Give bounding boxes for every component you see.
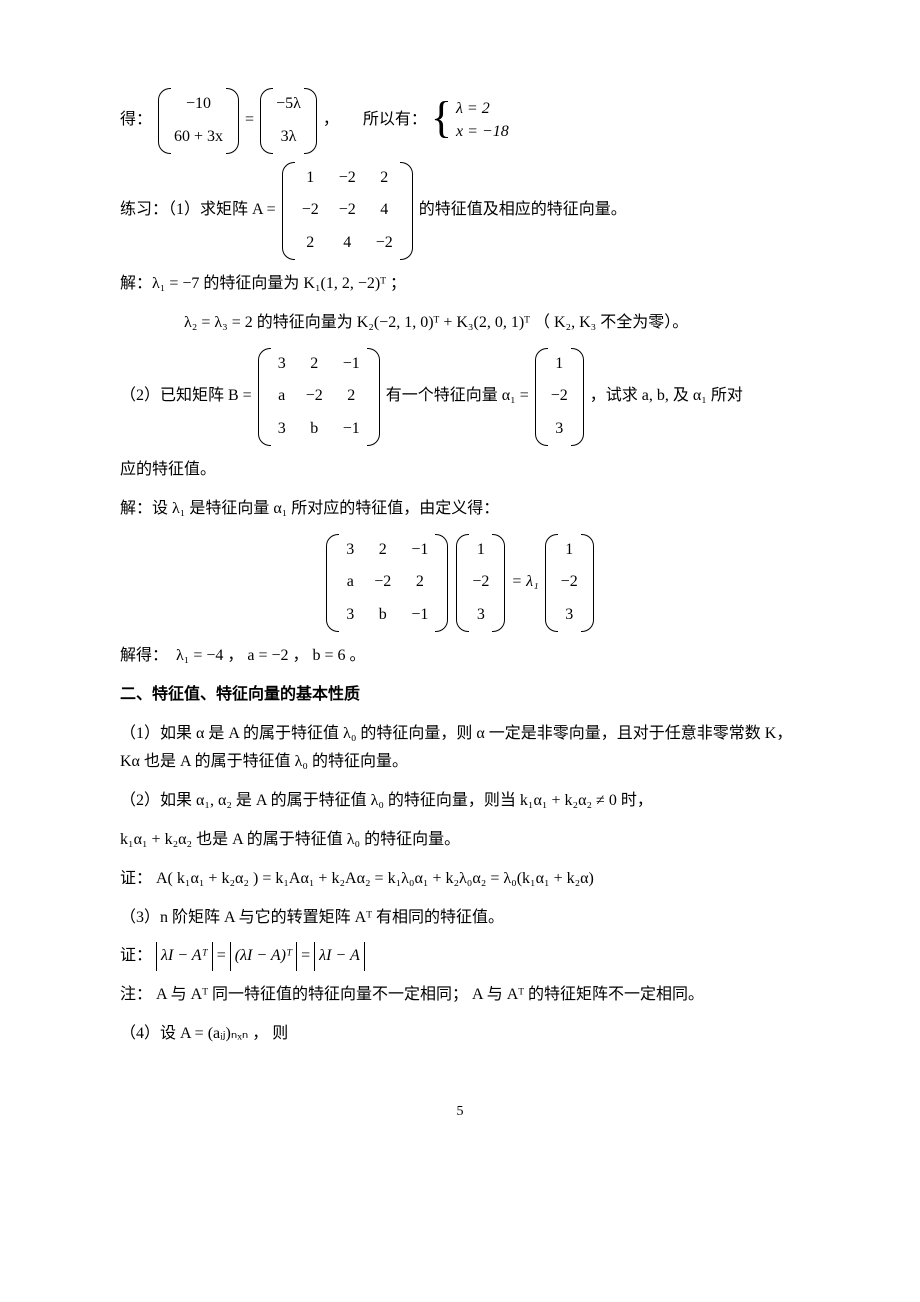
text: ，试求 a, b, 及 α₁ 所对 <box>590 382 743 411</box>
note: 注： A 与 Aᵀ 同一特征值的特征向量不一定相同； A 与 Aᵀ 的特征矩阵不… <box>120 981 800 1010</box>
vector-1: −1060 + 3x <box>158 88 239 154</box>
line-5: （2）已知矩阵 B = 32−1 a−22 3b−1 有一个特征向量 α₁ = … <box>120 348 800 446</box>
text: 得： <box>120 106 152 135</box>
text: ， 所以有： <box>323 106 427 135</box>
prop-3-proof: 证： λI − Aᵀ = (λI − A)ᵀ = λI − A <box>120 942 800 971</box>
line-1: 得： −1060 + 3x = −5λ3λ ， 所以有： { λ = 2 x =… <box>120 88 800 154</box>
text: 练习：（1）求矩阵 A = <box>120 196 276 225</box>
system: { λ = 2 x = −18 <box>431 98 509 143</box>
prop-2b: k₁α₁ + k₂α₂ 也是 A 的属于特征值 λ₀ 的特征向量。 <box>120 826 800 855</box>
prop-2a: （2）如果 α₁, α₂ 是 A 的属于特征值 λ₀ 的特征向量，则当 k₁α₁… <box>120 787 800 816</box>
line-8: 解得： λ₁ = −4 ， a = −2 ， b = 6 。 <box>120 642 800 671</box>
line-2: 练习：（1）求矩阵 A = 1−22 −2−24 24−2 的特征值及相应的特征… <box>120 162 800 260</box>
matrix-A: 1−22 −2−24 24−2 <box>282 162 413 260</box>
page-number: 5 <box>120 1099 800 1124</box>
prop-2-proof: 证： A( k₁α₁ + k₂α₂ ) = k₁Aα₁ + k₂Aα₂ = k₁… <box>120 865 800 894</box>
det-3: λI − A <box>314 942 365 971</box>
prop-4: （4）设 A = (aᵢⱼ)ₙₓₙ ， 则 <box>120 1020 800 1049</box>
vector-2: −5λ3λ <box>260 88 317 154</box>
matrix-B: 32−1 a−22 3b−1 <box>258 348 380 446</box>
vector-v1-eq: 1 −2 3 <box>456 534 505 632</box>
line-5b: 应的特征值。 <box>120 456 800 485</box>
line-4: λ₂ = λ₃ = 2 的特征向量为 K₂(−2, 1, 0)ᵀ + K₃(2,… <box>120 309 800 338</box>
text: 的特征值及相应的特征向量。 <box>419 196 627 225</box>
text: 有一个特征向量 α₁ = <box>386 382 529 411</box>
prop-1: （1）如果 α 是 A 的属于特征值 λ₀ 的特征向量，则 α 一定是非零向量，… <box>120 720 800 778</box>
text: （2）已知矩阵 B = <box>120 382 252 411</box>
eq-text: = λ₁ <box>511 568 538 597</box>
prop-3: （3）n 阶矩阵 A 与它的转置矩阵 Aᵀ 有相同的特征值。 <box>120 904 800 933</box>
det-2: (λI − A)ᵀ <box>230 942 297 971</box>
matrix-B-eq: 32−1 a−22 3b−1 <box>326 534 448 632</box>
line-6: 解：设 λ₁ 是特征向量 α₁ 所对应的特征值，由定义得： <box>120 495 800 524</box>
line-7: 32−1 a−22 3b−1 1 −2 3 = λ₁ 1 −2 3 <box>120 534 800 632</box>
proof-label: 证： <box>120 942 152 971</box>
vector-v2-eq: 1 −2 3 <box>545 534 594 632</box>
line-3: 解：λ₁ = −7 的特征向量为 K₁(1, 2, −2)ᵀ ； <box>120 270 800 299</box>
det-1: λI − Aᵀ <box>156 942 213 971</box>
section-heading: 二、特征值、特征向量的基本性质 <box>120 681 800 710</box>
equals: = <box>245 106 254 135</box>
vector-alpha1: 1 −2 3 <box>535 348 584 446</box>
